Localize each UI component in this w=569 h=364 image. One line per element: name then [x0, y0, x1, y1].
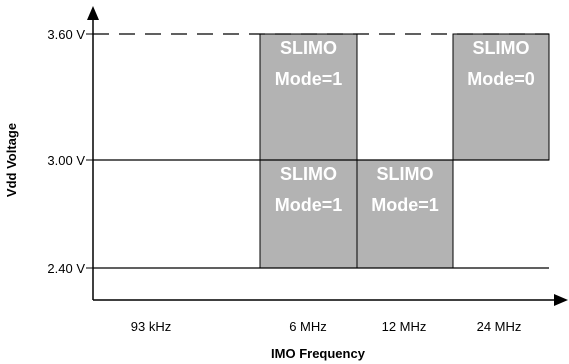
- region-label-line2: Mode=0: [467, 69, 535, 89]
- region-label-line1: SLIMO: [280, 164, 337, 184]
- y-tick-label: 2.40 V: [47, 261, 85, 276]
- regions-layer: SLIMO Mode=1 SLIMO Mode=1 SLIMO Mode=1 SLIMO Mo…: [259, 33, 550, 269]
- grid-layer: [93, 33, 549, 269]
- region-label-line1: SLIMO: [280, 38, 337, 58]
- x-tick-label: 6 MHz: [289, 319, 327, 334]
- region-rect: [259, 33, 358, 161]
- y-axis-arrow-icon: [87, 6, 99, 20]
- region-box-3: SLIMO Mode=0: [452, 33, 550, 161]
- x-tick-label: 12 MHz: [382, 319, 427, 334]
- x-axis-title: IMO Frequency: [271, 346, 366, 361]
- region-label-line2: Mode=1: [371, 195, 439, 215]
- x-tick-label: 93 kHz: [131, 319, 171, 334]
- x-tick-labels: 93 kHz 6 MHz 12 MHz 24 MHz: [131, 319, 522, 334]
- region-rect: [452, 33, 550, 161]
- x-axis-arrow-icon: [554, 294, 568, 306]
- region-box-1: SLIMO Mode=1: [259, 159, 358, 269]
- y-tick-labels: 3.60 V 3.00 V 2.40 V: [47, 27, 93, 276]
- y-tick-label: 3.60 V: [47, 27, 85, 42]
- region-label-line1: SLIMO: [473, 38, 530, 58]
- region-box-2: SLIMO Mode=1: [356, 159, 454, 269]
- region-label-line1: SLIMO: [377, 164, 434, 184]
- region-box-0: SLIMO Mode=1: [259, 33, 358, 161]
- y-axis-title: Vdd Voltage: [4, 123, 19, 197]
- x-tick-label: 24 MHz: [477, 319, 522, 334]
- region-rect: [259, 159, 358, 269]
- region-label-line2: Mode=1: [275, 195, 343, 215]
- region-label-line2: Mode=1: [275, 69, 343, 89]
- y-tick-label: 3.00 V: [47, 153, 85, 168]
